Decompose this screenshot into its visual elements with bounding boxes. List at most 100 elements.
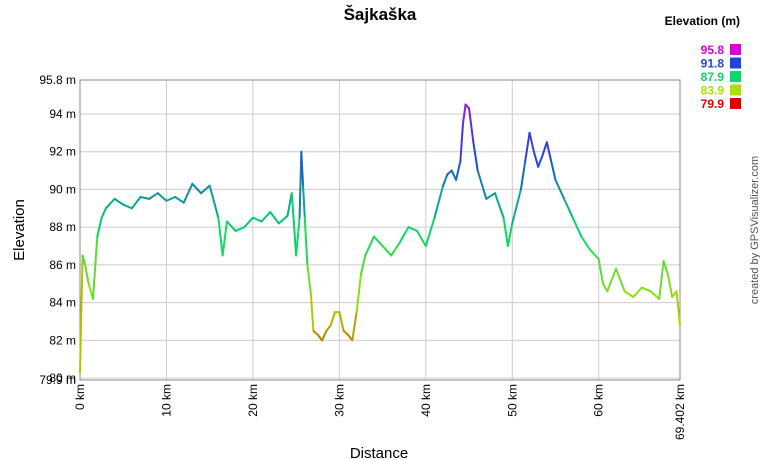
profile-segment: [541, 141, 548, 157]
x-tick-label: 40 km: [419, 384, 433, 417]
profile-segment: [528, 131, 535, 153]
credit-text: created by GPSVisualizer.com: [749, 156, 760, 304]
profile-segment: [302, 184, 306, 219]
profile-segment: [442, 173, 449, 187]
profile-segment: [554, 179, 566, 200]
profile-segment: [597, 258, 605, 285]
profile-segment: [300, 150, 305, 187]
chart-title: Šajkaška: [344, 5, 417, 24]
profile-segment: [100, 207, 107, 219]
y-axis-ticks: 79.9 m80 m 82 m 84 m 86 m 88 m 90 m 92 m 94 m 95…: [39, 73, 76, 387]
profile-segment: [351, 311, 358, 342]
x-tick-label: 10 km: [159, 384, 173, 417]
profile-segment: [606, 267, 618, 293]
profile-segment: [662, 260, 669, 276]
profile-segment: [295, 216, 301, 257]
legend-swatch: [730, 84, 741, 96]
profile-segment: [511, 188, 522, 225]
x-tick-label: 50 km: [505, 384, 519, 417]
profile-segment: [461, 103, 467, 125]
profile-segment: [79, 254, 84, 374]
legend-title: Elevation (m): [665, 14, 740, 28]
profile-segment: [532, 150, 540, 168]
profile-segment: [398, 226, 410, 244]
profile-segment: [122, 203, 133, 210]
x-tick-label: 30 km: [332, 384, 346, 417]
profile-segment: [81, 254, 87, 266]
profile-segment: [84, 263, 90, 285]
y-tick-label: 94 m: [49, 107, 76, 121]
profile-segment: [359, 254, 367, 276]
profile-segment: [251, 216, 263, 223]
profile-segment: [221, 220, 228, 257]
x-tick-label: 0 km: [73, 384, 87, 410]
y-tick-label: 82 m: [49, 333, 76, 347]
y-tick-label: 90 m: [49, 182, 76, 196]
profile-segment: [225, 220, 237, 232]
profile-segment: [165, 195, 177, 202]
profile-segment: [290, 192, 298, 257]
profile-segment: [649, 290, 661, 300]
y-tick-label: 92 m: [49, 145, 76, 159]
profile-segment: [217, 216, 224, 257]
grid: [79, 79, 681, 381]
profile-segment: [433, 184, 445, 219]
y-tick-label: 79.9 m: [39, 373, 76, 387]
profile-segment: [640, 286, 652, 293]
legend-entry-label: 87.9: [701, 70, 725, 84]
profile-segment: [191, 182, 203, 195]
y-tick-label: 86 m: [49, 258, 76, 272]
profile-segment: [303, 216, 309, 266]
legend-swatch: [730, 98, 741, 109]
profile-segment: [502, 216, 509, 248]
x-axis-ticks: 0 km 10 km 20 km 30 km 40 km 50 km 60 km 69.402…: [73, 384, 687, 440]
profile-segment: [675, 290, 681, 327]
profile-segment: [381, 245, 393, 257]
profile-segment: [260, 211, 272, 223]
profile-segment: [537, 154, 544, 168]
y-tick-label: 88 m: [49, 220, 76, 234]
legend-entry-label: 79.9: [701, 97, 725, 111]
x-tick-label: 20 km: [246, 384, 260, 417]
profile-segment: [174, 195, 185, 204]
y-axis-title: Elevation: [11, 199, 28, 261]
profile-segment: [407, 226, 419, 232]
profile-segment: [364, 235, 375, 257]
profile-segment: [550, 160, 557, 181]
legend: Elevation (m) 95.891.887.983.979.9: [665, 14, 741, 111]
profile-segment: [545, 141, 553, 163]
profile-segment: [182, 182, 194, 204]
legend-entry-label: 83.9: [701, 84, 725, 98]
profile-segment: [506, 222, 514, 248]
profile-segment: [148, 192, 159, 200]
profile-segment: [459, 122, 464, 163]
profile-segment: [666, 273, 674, 298]
profile-segment: [309, 292, 315, 332]
legend-swatch: [730, 57, 741, 69]
y-tick-label: 84 m: [49, 296, 76, 310]
profile-segment: [563, 197, 574, 219]
profile-segment: [234, 226, 246, 232]
profile-segment: [658, 260, 665, 300]
plot-area: [79, 79, 681, 381]
profile-segment: [615, 267, 626, 293]
profile-segment: [104, 197, 116, 210]
legend-swatch: [730, 44, 741, 55]
profile-segment: [355, 273, 362, 314]
profile-segment: [208, 184, 220, 219]
profile-segment: [571, 216, 583, 238]
profile-segment: [139, 195, 151, 200]
profile-segment: [200, 184, 211, 195]
profile-segment: [472, 141, 479, 172]
profile-segment: [113, 197, 125, 206]
profile-segment: [243, 216, 254, 229]
profile-segment: [450, 169, 458, 181]
profile-segment: [519, 160, 527, 191]
legend-entry-label: 91.8: [701, 57, 725, 71]
profile-segment: [329, 311, 337, 327]
profile-segment: [580, 235, 592, 251]
profile-segment: [468, 107, 475, 144]
profile-segment: [372, 235, 384, 248]
profile-segment: [524, 131, 531, 163]
profile-segment: [316, 333, 324, 342]
